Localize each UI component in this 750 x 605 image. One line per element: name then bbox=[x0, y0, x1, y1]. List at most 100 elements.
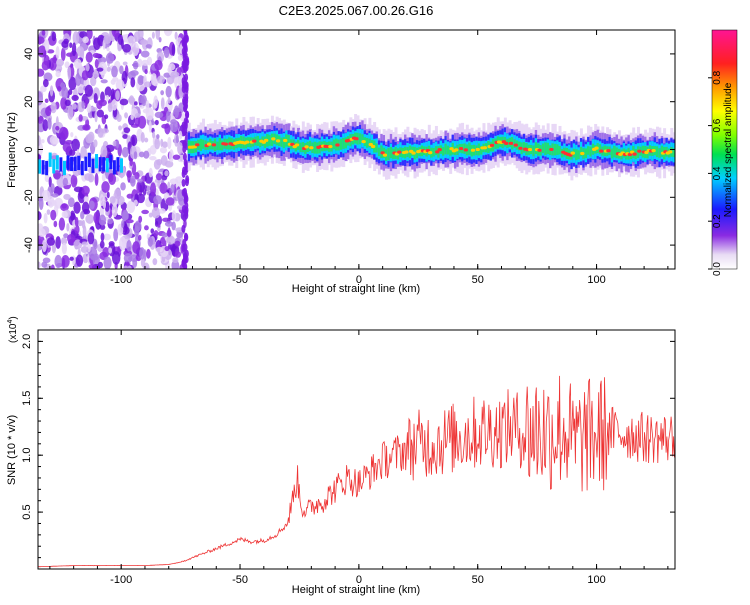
heatmap-noise-cell bbox=[138, 234, 142, 241]
heatmap-noise-cell bbox=[61, 203, 67, 209]
heatmap-noise-cell bbox=[99, 194, 105, 207]
heatmap-ridge-cell bbox=[446, 145, 450, 155]
heatmap-noise-cell bbox=[38, 228, 46, 238]
heatmap-noise-cell bbox=[141, 94, 147, 107]
heatmap-noise-cell bbox=[89, 200, 95, 210]
heatmap-noise-cell bbox=[94, 172, 99, 186]
heatmap-noise-cell bbox=[104, 114, 109, 119]
heatmap-peak-cell bbox=[223, 142, 228, 146]
heatmap-peak-cell bbox=[195, 143, 200, 147]
heatmap-peak-cell bbox=[335, 143, 340, 147]
heatmap-ridge-cell bbox=[377, 147, 381, 157]
heatmap-peak-cell bbox=[370, 144, 376, 149]
heatmap-ridge-cell bbox=[518, 141, 522, 151]
heatmap-ridge-cell bbox=[259, 138, 263, 148]
heatmap-noise-cell bbox=[130, 113, 135, 121]
heatmap-noise-cell bbox=[156, 75, 165, 84]
heatmap-noise-cell bbox=[105, 144, 115, 153]
bottom-x-tick-label: -50 bbox=[232, 574, 248, 586]
heatmap-noise-cell bbox=[93, 211, 100, 224]
heatmap-ridge-cell bbox=[84, 156, 88, 171]
heatmap-noise-cell bbox=[42, 119, 49, 132]
heatmap-noise-cell bbox=[38, 115, 44, 124]
heatmap-noise-cell bbox=[73, 201, 81, 214]
heatmap-ridge-cell bbox=[344, 137, 348, 149]
heatmap-noise-cell bbox=[125, 261, 130, 267]
heatmap-peak-cell bbox=[252, 139, 257, 143]
colorbar-label: Normalized spectral amplitude bbox=[723, 82, 734, 217]
heatmap-ridge-cell bbox=[541, 143, 545, 154]
heatmap-noise-cell bbox=[86, 103, 92, 114]
heatmap-noise-cell bbox=[41, 189, 51, 202]
heatmap-noise-cell bbox=[41, 30, 46, 36]
heatmap-peak-cell bbox=[397, 150, 402, 154]
heatmap-ridge-cell bbox=[444, 143, 448, 155]
heatmap-peak-cell bbox=[275, 139, 281, 143]
heatmap-noise-cell bbox=[162, 217, 171, 222]
heatmap-noise-cell bbox=[122, 134, 129, 139]
heatmap-peak-cell bbox=[425, 148, 431, 153]
heatmap-noise-cell bbox=[122, 211, 129, 221]
heatmap-noise-cell bbox=[105, 52, 115, 64]
heatmap-noise-cell bbox=[38, 197, 43, 202]
heatmap-noise-cell bbox=[69, 42, 73, 49]
heatmap-noise-cell bbox=[80, 245, 89, 253]
heatmap-noise-cell bbox=[174, 251, 181, 258]
heatmap-noise-cell bbox=[159, 182, 168, 194]
heatmap-noise-cell bbox=[70, 132, 74, 138]
heatmap-noise-cell bbox=[54, 254, 63, 269]
heatmap-peak-cell bbox=[594, 146, 599, 150]
colorbar-tick-label: 0.4 bbox=[712, 166, 723, 180]
bottom-y-axis-label: SNR (10 * v/v) bbox=[6, 415, 18, 485]
heatmap-noise-cell bbox=[55, 236, 61, 249]
heatmap-noise-cell bbox=[99, 240, 105, 249]
heatmap-ridge-cell bbox=[655, 146, 659, 158]
heatmap-noise-cell bbox=[153, 195, 162, 205]
heatmap-noise-cell bbox=[171, 43, 176, 57]
heatmap-noise-cell bbox=[149, 155, 157, 161]
heatmap-noise-cell bbox=[137, 115, 147, 129]
top-y-axis-label: Frequency (Hz) bbox=[6, 112, 18, 188]
heatmap-noise-cell bbox=[148, 120, 152, 133]
heatmap-noise-cell bbox=[126, 200, 136, 214]
heatmap-noise-cell bbox=[112, 77, 119, 82]
heatmap-noise-cell bbox=[38, 261, 41, 269]
heatmap-edge-cell bbox=[183, 45, 188, 54]
heatmap-noise-cell bbox=[160, 90, 165, 96]
heatmap-peak-cell bbox=[606, 149, 611, 153]
heatmap-noise-cell bbox=[115, 90, 120, 101]
heatmap-noise-cell bbox=[47, 117, 52, 130]
colorbar-tick-label: 0.8 bbox=[712, 70, 723, 84]
heatmap-ridge-cell bbox=[95, 154, 99, 169]
heatmap-noise-cell bbox=[132, 241, 141, 254]
heatmap-ridge-cell bbox=[658, 148, 662, 158]
svg-text:(x104): (x104) bbox=[7, 316, 19, 343]
heatmap-noise-cell bbox=[82, 36, 89, 44]
top-y-tick-label: 20 bbox=[23, 96, 35, 108]
heatmap-noise-cell bbox=[126, 239, 132, 252]
heatmap-noise-cell bbox=[51, 31, 57, 42]
heatmap-noise-cell bbox=[140, 132, 145, 143]
heatmap-edge-cell bbox=[183, 253, 188, 262]
top-y-tick-label: 0 bbox=[23, 146, 35, 152]
heatmap-ridge-cell bbox=[66, 155, 70, 170]
heatmap-noise-cell bbox=[102, 247, 110, 258]
heatmap-ridge-cell bbox=[358, 133, 362, 145]
heatmap-ridge-cell bbox=[87, 152, 91, 168]
bottom-y-tick-label: 0.5 bbox=[21, 504, 33, 519]
heatmap-ridge-cell bbox=[610, 148, 614, 159]
heatmap-noise-cell bbox=[109, 196, 116, 204]
heatmap-noise-cell bbox=[87, 232, 95, 245]
heatmap-ridge-cell bbox=[368, 138, 372, 148]
heatmap-noise-cell bbox=[166, 229, 172, 237]
heatmap-edge-cell bbox=[182, 80, 187, 89]
heatmap-noise-cell bbox=[101, 173, 106, 182]
heatmap-noise-cell bbox=[154, 137, 161, 150]
heatmap-noise-cell bbox=[75, 72, 82, 86]
heatmap-noise-cell bbox=[74, 216, 79, 228]
heatmap-noise-cell bbox=[103, 35, 112, 44]
heatmap-noise-cell bbox=[165, 85, 172, 98]
heatmap-noise-cell bbox=[162, 141, 169, 148]
heatmap-noise-cell bbox=[120, 182, 126, 191]
heatmap-noise-cell bbox=[43, 212, 48, 224]
